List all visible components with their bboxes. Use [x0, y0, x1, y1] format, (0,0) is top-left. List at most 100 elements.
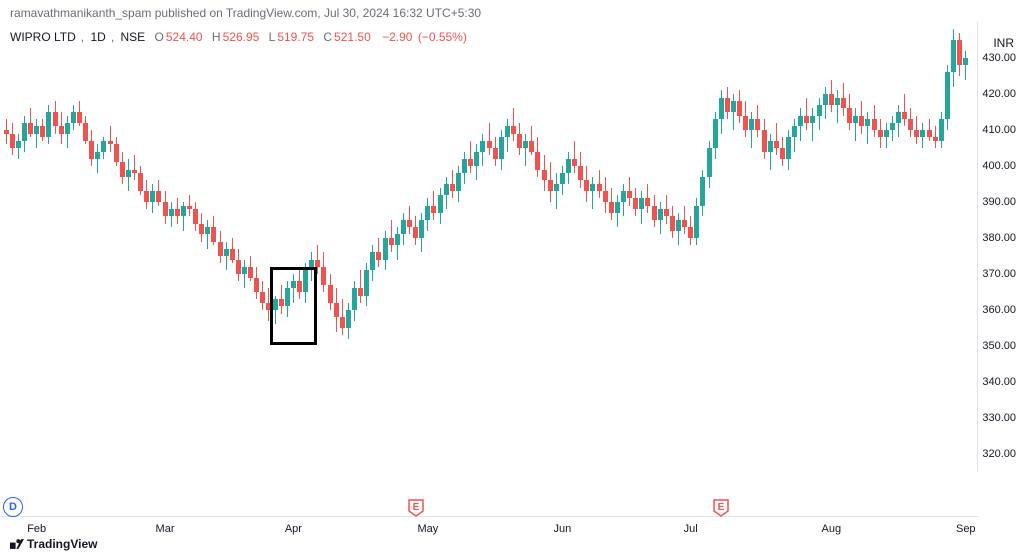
- candle[interactable]: [713, 22, 718, 472]
- candle[interactable]: [480, 22, 485, 472]
- candle[interactable]: [138, 22, 143, 472]
- candle[interactable]: [676, 22, 681, 472]
- candle[interactable]: [615, 22, 620, 472]
- candle[interactable]: [462, 22, 467, 472]
- candle[interactable]: [542, 22, 547, 472]
- candle[interactable]: [65, 22, 70, 472]
- candle[interactable]: [859, 22, 864, 472]
- candle[interactable]: [395, 22, 400, 472]
- candle[interactable]: [236, 22, 241, 472]
- candle[interactable]: [187, 22, 192, 472]
- candle[interactable]: [939, 22, 944, 472]
- candle[interactable]: [920, 22, 925, 472]
- candle[interactable]: [578, 22, 583, 472]
- candle[interactable]: [927, 22, 932, 472]
- candle[interactable]: [175, 22, 180, 472]
- candle[interactable]: [896, 22, 901, 472]
- candle[interactable]: [872, 22, 877, 472]
- candle[interactable]: [645, 22, 650, 472]
- candle[interactable]: [297, 22, 302, 472]
- candle[interactable]: [120, 22, 125, 472]
- candle[interactable]: [878, 22, 883, 472]
- candle[interactable]: [279, 22, 284, 472]
- candle[interactable]: [548, 22, 553, 472]
- tradingview-watermark[interactable]: TradingView: [10, 537, 97, 551]
- candle[interactable]: [658, 22, 663, 472]
- candle[interactable]: [584, 22, 589, 472]
- candle[interactable]: [181, 22, 186, 472]
- candle[interactable]: [682, 22, 687, 472]
- candle[interactable]: [566, 22, 571, 472]
- candle[interactable]: [144, 22, 149, 472]
- candle[interactable]: [823, 22, 828, 472]
- candle[interactable]: [150, 22, 155, 472]
- candle[interactable]: [101, 22, 106, 472]
- candle[interactable]: [963, 22, 968, 472]
- candle[interactable]: [560, 22, 565, 472]
- candle[interactable]: [389, 22, 394, 472]
- candle[interactable]: [529, 22, 534, 472]
- d-badge[interactable]: D: [3, 497, 23, 517]
- candle[interactable]: [364, 22, 369, 472]
- candle[interactable]: [224, 22, 229, 472]
- candle[interactable]: [933, 22, 938, 472]
- candle[interactable]: [211, 22, 216, 472]
- candle[interactable]: [89, 22, 94, 472]
- candle[interactable]: [700, 22, 705, 472]
- candle[interactable]: [804, 22, 809, 472]
- candle[interactable]: [590, 22, 595, 472]
- candle[interactable]: [737, 22, 742, 472]
- candle[interactable]: [841, 22, 846, 472]
- candle[interactable]: [340, 22, 345, 472]
- candle[interactable]: [670, 22, 675, 472]
- candle[interactable]: [163, 22, 168, 472]
- candle[interactable]: [83, 22, 88, 472]
- candle[interactable]: [193, 22, 198, 472]
- candle[interactable]: [902, 22, 907, 472]
- candle[interactable]: [780, 22, 785, 472]
- candle[interactable]: [493, 22, 498, 472]
- candle[interactable]: [865, 22, 870, 472]
- candle[interactable]: [425, 22, 430, 472]
- candle[interactable]: [156, 22, 161, 472]
- candle[interactable]: [383, 22, 388, 472]
- candle[interactable]: [505, 22, 510, 472]
- candle[interactable]: [431, 22, 436, 472]
- candle[interactable]: [890, 22, 895, 472]
- candle[interactable]: [266, 22, 271, 472]
- candle[interactable]: [352, 22, 357, 472]
- candle[interactable]: [847, 22, 852, 472]
- candle[interactable]: [597, 22, 602, 472]
- candle[interactable]: [77, 22, 82, 472]
- candle[interactable]: [945, 22, 950, 472]
- candle[interactable]: [914, 22, 919, 472]
- candle[interactable]: [53, 22, 58, 472]
- candle[interactable]: [798, 22, 803, 472]
- candle[interactable]: [303, 22, 308, 472]
- candle[interactable]: [951, 22, 956, 472]
- candle[interactable]: [285, 22, 290, 472]
- candle[interactable]: [4, 22, 9, 472]
- candle[interactable]: [762, 22, 767, 472]
- candle[interactable]: [517, 22, 522, 472]
- candle[interactable]: [376, 22, 381, 472]
- candle[interactable]: [755, 22, 760, 472]
- candle[interactable]: [768, 22, 773, 472]
- candle[interactable]: [71, 22, 76, 472]
- candle[interactable]: [884, 22, 889, 472]
- candle[interactable]: [114, 22, 119, 472]
- candle[interactable]: [829, 22, 834, 472]
- candle[interactable]: [358, 22, 363, 472]
- candle[interactable]: [621, 22, 626, 472]
- candle[interactable]: [609, 22, 614, 472]
- candle[interactable]: [572, 22, 577, 472]
- candle[interactable]: [407, 22, 412, 472]
- candle[interactable]: [688, 22, 693, 472]
- candle[interactable]: [743, 22, 748, 472]
- candle[interactable]: [309, 22, 314, 472]
- candle[interactable]: [16, 22, 21, 472]
- candle[interactable]: [707, 22, 712, 472]
- candle[interactable]: [260, 22, 265, 472]
- candle[interactable]: [456, 22, 461, 472]
- candle[interactable]: [413, 22, 418, 472]
